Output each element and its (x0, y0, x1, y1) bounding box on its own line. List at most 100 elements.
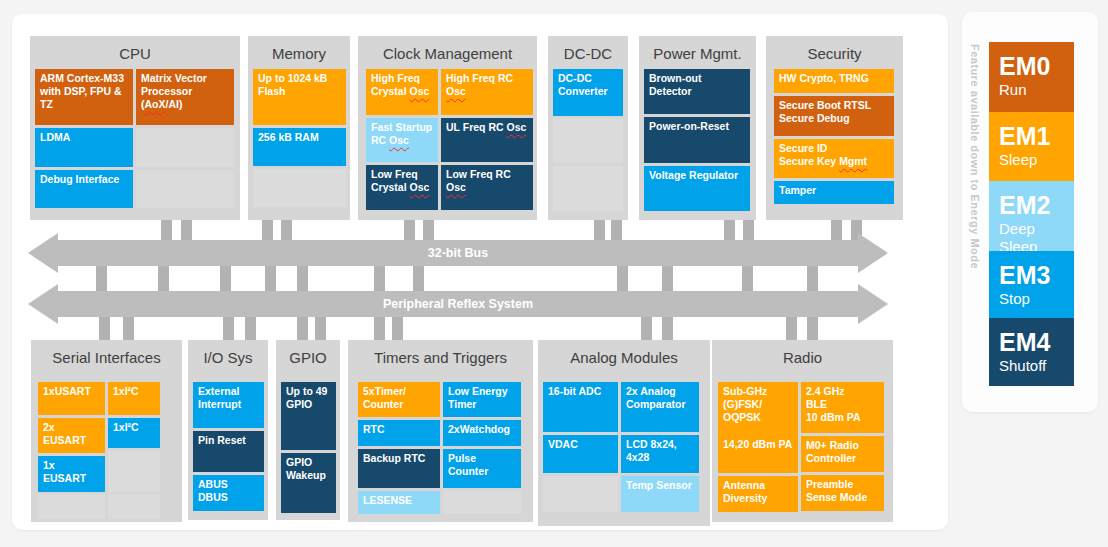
bus-label: 32-bit Bus (58, 240, 858, 266)
empty-slot (136, 128, 234, 167)
section-analog-modules: Analog Modules 16-bit ADCVDAC2x Analog Co… (538, 340, 710, 526)
diagram-block: High Freq Crystal Osc (366, 69, 438, 115)
section-memory: Memory Up to 1024 kB Flash256 kB RAM (248, 36, 350, 220)
empty-slot (136, 170, 234, 208)
section-title: DC-DC (548, 36, 628, 62)
diagram-block: VDAC (543, 435, 618, 473)
energy-mode-em2: EM2Deep Sleep (989, 181, 1074, 251)
diagram-block: 1xI²C (108, 418, 160, 448)
bus-body: 32-bit Bus (58, 240, 858, 266)
block-diagram: 32-bit Bus Peripheral Reflex System CPU A… (0, 0, 1108, 547)
diagram-block: Voltage Regulator (644, 166, 750, 211)
section-radio: Radio Sub-GHz (G)FSK/ OQPSK 14,20 dBm PAA… (712, 340, 893, 522)
section-title: Memory (248, 36, 350, 62)
diagram-block: Temp Sensor (621, 476, 699, 512)
diagram-block: Pulse Counter (443, 449, 521, 488)
section-title: Security (766, 36, 903, 62)
diagram-block: Up to 1024 kB Flash (253, 69, 346, 125)
diagram-block: Sub-GHz (G)FSK/ OQPSK 14,20 dBm PA (718, 382, 798, 473)
section-title: I/O Sys (188, 340, 268, 366)
bus-label: Peripheral Reflex System (58, 291, 858, 317)
energy-mode-em4: EM4Shutoff (989, 318, 1074, 386)
empty-slot (553, 166, 623, 211)
diagram-block: Antenna Diversity (718, 476, 798, 512)
empty-slot (543, 476, 618, 512)
empty-slot (253, 169, 346, 207)
diagram-block: External Interrupt (193, 382, 264, 428)
diagram-block: ARM Cortex-M33 with DSP, FPU & TZ (35, 69, 133, 125)
section-column: HW Crypto, TRNG Secure Boot RTSL Secure D… (774, 69, 894, 207)
section-column: Low Energy Timer2xWatchdogPulse Counter (443, 382, 521, 517)
empty-slot (108, 451, 160, 492)
diagram-block: 2x Analog Comparator (621, 382, 699, 432)
energy-mode-name: EM2 (999, 192, 1064, 218)
energy-mode-sublabel: Shutoff (999, 357, 1064, 374)
diagram-block: DC-DC Converter (553, 69, 623, 116)
energy-mode-name: EM1 (999, 123, 1064, 149)
section-dcdc: DC-DC DC-DC Converter (548, 36, 628, 220)
energy-mode-sublabel: Run (999, 81, 1064, 98)
empty-slot (443, 491, 521, 514)
diagram-block: LESENSE (358, 491, 440, 514)
section-column: Up to 49 GPIOGPIO Wakeup (281, 382, 336, 516)
energy-mode-caption: Feature available down to Energy Mode (969, 44, 981, 400)
diagram-block: Backup RTC (358, 449, 440, 488)
section-column: 16-bit ADCVDAC (543, 382, 618, 515)
section-title: Power Mgmt. (639, 36, 756, 62)
diagram-block: 1xUSART (38, 382, 105, 415)
diagram-block: Tamper (774, 181, 894, 204)
section-column: 2.4 GHz BLE 10 dBm PAM0+ Radio Controlle… (801, 382, 884, 515)
energy-mode-sublabel: Sleep (999, 151, 1064, 168)
bus-arrowhead-left (28, 284, 58, 324)
empty-slot (553, 119, 623, 163)
diagram-block: Low Freq Crystal Osc (366, 165, 438, 210)
section-column: 2x Analog ComparatorLCD 8x24, 4x28Temp S… (621, 382, 699, 515)
energy-mode-sublabel: Stop (999, 290, 1064, 307)
empty-slot (108, 495, 160, 519)
diagram-block: GPIO Wakeup (281, 453, 336, 513)
energy-modes-panel: Feature available down to Energy Mode EM… (962, 12, 1098, 412)
diagram-block: 16-bit ADC (543, 382, 618, 432)
diagram-block: 256 kB RAM (253, 128, 346, 166)
energy-mode-name: EM0 (999, 53, 1064, 79)
empty-slot (38, 495, 105, 519)
section-column: High Freq RC OscUL Freq RC OscLow Freq R… (441, 69, 533, 213)
energy-mode-em0: EM0 Run (989, 42, 1074, 112)
diagram-block: Matrix Vector Processor (AoX/AI) (136, 69, 234, 125)
section-serial-interfaces: Serial Interfaces 1xUSART2x EUSART1x EUSA… (31, 340, 182, 522)
energy-mode-name: EM3 (999, 262, 1064, 288)
diagram-block: HW Crypto, TRNG (774, 69, 894, 93)
section-column: 5xTimer/ Counter RTC Backup RTC LESENSE (358, 382, 440, 517)
diagram-block: UL Freq RC Osc (441, 118, 533, 162)
diagram-block: Low Energy Timer (443, 382, 521, 417)
section-title: Serial Interfaces (31, 340, 182, 366)
diagram-block: Debug Interface (35, 170, 133, 208)
diagram-block: LDMA (35, 128, 133, 167)
section-column: Up to 1024 kB Flash256 kB RAM (253, 69, 346, 210)
section-title: Radio (712, 340, 893, 366)
bus-arrowhead-left (28, 233, 58, 273)
diagram-block: Secure Boot RTSL Secure Debug (774, 96, 894, 136)
section-timers-triggers: Timers and Triggers5xTimer/ CounterRTCBa… (348, 340, 533, 522)
section-gpio: GPIOUp to 49 GPIOGPIO Wakeup (276, 340, 340, 520)
section-title: Analog Modules (538, 340, 710, 366)
diagram-block: RTC (358, 420, 440, 446)
bus-arrowhead-right (858, 233, 888, 273)
section-column: 1xI²C1xI²C (108, 382, 160, 522)
section-cpu: CPU ARM Cortex-M33 with DSP, FPU & TZLDMA… (30, 36, 240, 220)
section-column: DC-DC Converter (553, 69, 623, 214)
section-column: Brown-out DetectorPower-on-ResetVoltage … (644, 69, 750, 214)
diagram-block: ABUS DBUS (193, 475, 264, 511)
section-title: CPU (30, 36, 240, 62)
section-column: High Freq Crystal OscFast Startup RC Osc… (366, 69, 438, 213)
energy-mode-stack: EM0 Run EM1 Sleep EM2Deep Sleep EM3 Stop EM4Shu… (989, 42, 1074, 386)
section-column: 1xUSART2x EUSART1x EUSART (38, 382, 105, 522)
section-column: External InterruptPin ResetABUS DBUS (193, 382, 264, 514)
diagram-block: 2x EUSART (38, 418, 105, 453)
diagram-block: 5xTimer/ Counter (358, 382, 440, 417)
main-diagram-panel: 32-bit Bus Peripheral Reflex System CPU A… (12, 14, 948, 530)
diagram-block: Power-on-Reset (644, 117, 750, 163)
diagram-block: 1xI²C (108, 382, 160, 415)
diagram-block: 1x EUSART (38, 456, 105, 492)
diagram-block: Preamble Sense Mode (801, 475, 884, 511)
